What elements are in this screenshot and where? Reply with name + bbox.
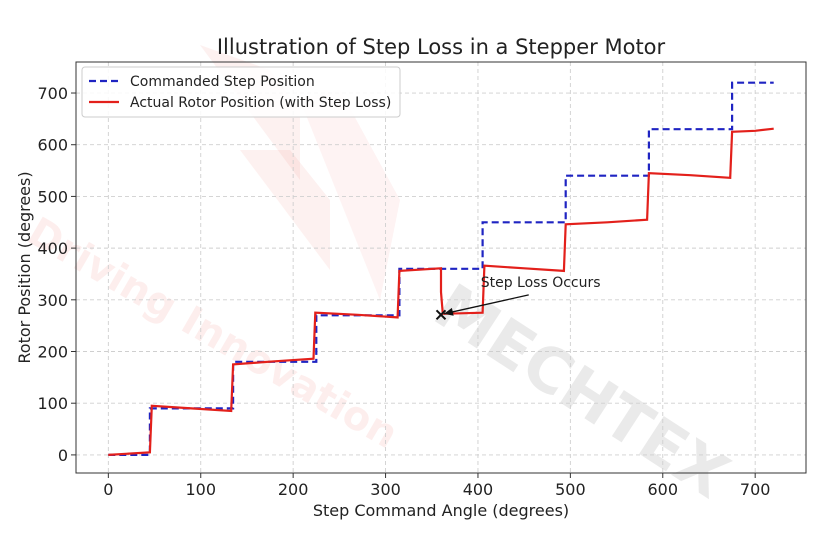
x-tick-label: 500 <box>555 480 586 499</box>
axis-ticks: 0 100 200 300 400 500 600 700 0 100 200 300 400 500 60… <box>37 84 770 499</box>
annotation-arrowhead <box>444 307 454 316</box>
annotation-layer: Step Loss Occurs <box>435 275 601 321</box>
watermark-logo-shape <box>240 150 330 270</box>
x-tick-label: 400 <box>463 480 494 499</box>
watermark-logo-shape <box>300 90 400 300</box>
annotation-label: Step Loss Occurs <box>481 275 601 291</box>
y-tick-label: 600 <box>37 136 68 155</box>
y-tick-label: 500 <box>37 187 68 206</box>
y-tick-label: 400 <box>37 239 68 258</box>
annotation-arrow <box>443 294 529 315</box>
x-tick-label: 700 <box>740 480 771 499</box>
y-tick-label: 200 <box>37 343 68 362</box>
y-tick-label: 700 <box>37 84 68 103</box>
x-tick-label: 300 <box>370 480 401 499</box>
legend-box <box>81 66 401 118</box>
step-loss-marker <box>435 309 447 321</box>
x-tick-label: 600 <box>647 480 678 499</box>
x-tick-label: 200 <box>278 480 309 499</box>
y-axis-label: Rotor Position (degrees) <box>15 171 34 363</box>
y-tick-label: 0 <box>58 446 68 465</box>
actual-rotor-position-line <box>108 127 774 456</box>
series-layer <box>108 81 774 456</box>
y-tick-label: 300 <box>37 291 68 310</box>
x-axis-label: Step Command Angle (degrees) <box>313 501 569 520</box>
x-tick-label: 0 <box>103 480 113 499</box>
plot-area-frame <box>75 61 807 474</box>
watermark-tagline: Driving Innovation <box>20 209 406 458</box>
legend-label: Commanded Step Position <box>130 74 315 90</box>
chart-title: Illustration of Step Loss in a Stepper M… <box>217 35 666 59</box>
watermark-brand: MECHTEX <box>422 269 742 512</box>
legend: Commanded Step Position Actual Rotor Posi… <box>81 66 401 118</box>
x-tick-label: 100 <box>185 480 216 499</box>
y-tick-label: 100 <box>37 394 68 413</box>
grid <box>76 62 806 473</box>
legend-label: Actual Rotor Position (with Step Loss) <box>130 95 391 111</box>
